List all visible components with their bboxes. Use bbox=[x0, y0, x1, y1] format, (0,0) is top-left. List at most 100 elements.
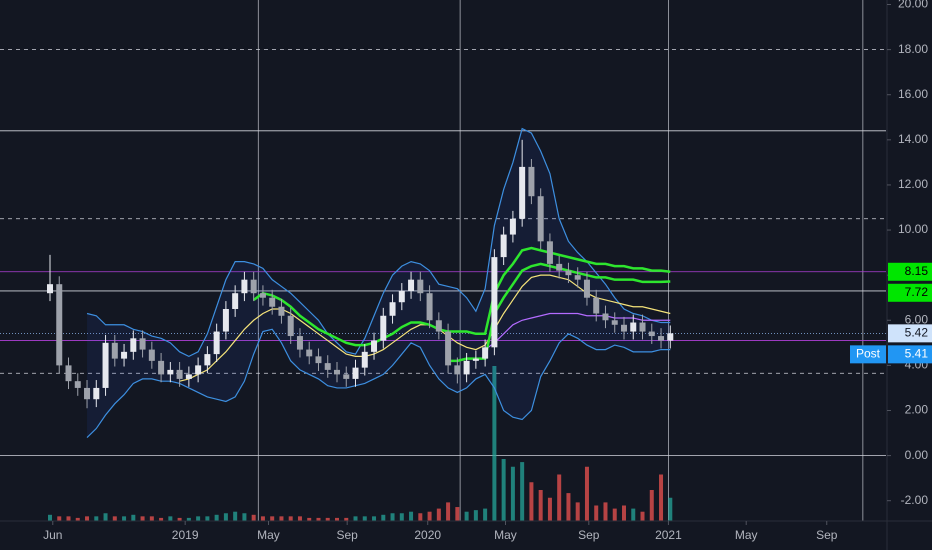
volume-bar bbox=[538, 490, 543, 521]
volume-bar bbox=[353, 516, 358, 521]
x-tick-label: Jun bbox=[43, 528, 62, 542]
overlay-line bbox=[484, 312, 671, 351]
candle-body bbox=[74, 381, 81, 388]
volume-bar bbox=[288, 516, 293, 521]
overlay-line bbox=[86, 127, 671, 358]
y-tick-label: 12.00 bbox=[898, 177, 928, 191]
candle-body bbox=[546, 241, 553, 264]
y-tick-label: 0.00 bbox=[905, 448, 929, 462]
volume-bar bbox=[131, 514, 136, 521]
volume-bar bbox=[372, 516, 377, 521]
volume-bar bbox=[85, 516, 90, 521]
volume-bar bbox=[483, 508, 488, 521]
candle-body bbox=[167, 369, 174, 375]
volume-bar bbox=[316, 517, 321, 521]
candle-body bbox=[232, 293, 239, 309]
y-tick-label: 6.00 bbox=[905, 312, 929, 326]
volume-bar bbox=[529, 482, 534, 521]
volume-bar bbox=[668, 497, 673, 521]
volume-bar bbox=[270, 516, 275, 521]
candle-body bbox=[519, 166, 526, 219]
candle-body bbox=[204, 354, 211, 366]
candle-body bbox=[556, 263, 563, 271]
x-tick-label: 2020 bbox=[414, 528, 441, 542]
price-label-box bbox=[888, 345, 932, 364]
volume-bar bbox=[640, 511, 645, 521]
candle-body bbox=[500, 234, 507, 258]
volume-bar bbox=[279, 516, 284, 521]
candle-body bbox=[509, 218, 516, 235]
candle-body bbox=[250, 279, 257, 294]
volume-bar bbox=[381, 514, 386, 521]
volume-bar bbox=[149, 516, 154, 521]
candle-body bbox=[380, 315, 387, 341]
candle-body bbox=[333, 369, 340, 375]
volume-bar bbox=[427, 511, 432, 521]
volume-bar bbox=[520, 462, 525, 521]
y-tick-label: 20.00 bbox=[898, 0, 928, 11]
y-tick-label: -2.00 bbox=[901, 493, 929, 507]
volume-bar bbox=[557, 474, 562, 521]
candle-body bbox=[528, 166, 535, 197]
volume-bar bbox=[47, 514, 52, 521]
volume-bar bbox=[649, 490, 654, 521]
candle-body bbox=[583, 279, 590, 298]
y-tick-label: 18.00 bbox=[898, 42, 928, 56]
candle-body bbox=[65, 365, 72, 382]
y-tick-label: 14.00 bbox=[898, 132, 928, 146]
volume-bar bbox=[168, 516, 173, 521]
volume-bar bbox=[446, 502, 451, 521]
volume-bar bbox=[66, 516, 71, 521]
y-tick-label: 16.00 bbox=[898, 87, 928, 101]
candle-body bbox=[426, 293, 433, 321]
candle-body bbox=[565, 270, 572, 276]
candle-body bbox=[324, 363, 331, 370]
candle-body bbox=[352, 367, 359, 379]
volume-bar bbox=[94, 516, 99, 521]
volume-bar bbox=[399, 513, 404, 521]
candle-body bbox=[306, 349, 313, 357]
candle-body bbox=[222, 308, 229, 332]
candle-body bbox=[463, 360, 470, 375]
candle-body bbox=[630, 322, 637, 332]
volume-bar bbox=[205, 516, 210, 521]
candle-body bbox=[278, 306, 285, 316]
volume-bar bbox=[612, 508, 617, 521]
candle-body bbox=[537, 196, 544, 242]
volume-bar bbox=[196, 516, 201, 521]
price-label: 5.41 bbox=[905, 347, 929, 361]
volume-bar bbox=[223, 513, 228, 521]
candle-body bbox=[648, 331, 655, 337]
volume-bar bbox=[233, 511, 238, 521]
candle-body bbox=[398, 290, 405, 303]
candle-body bbox=[111, 342, 118, 359]
candle-body bbox=[185, 374, 192, 379]
candle-body bbox=[102, 342, 109, 388]
volume-bar bbox=[251, 514, 256, 521]
x-tick-label: May bbox=[257, 528, 280, 542]
volume-bar bbox=[436, 508, 441, 521]
volume-bar bbox=[492, 366, 497, 521]
candle-body bbox=[259, 293, 266, 298]
volume-bar bbox=[409, 511, 414, 521]
candle-body bbox=[482, 347, 489, 359]
volume-bar bbox=[122, 516, 127, 521]
volume-bar bbox=[455, 507, 460, 521]
candle-body bbox=[121, 351, 128, 359]
candle-body bbox=[148, 349, 155, 361]
candle-body bbox=[343, 374, 350, 379]
candle-body bbox=[287, 315, 294, 337]
volume-bar bbox=[334, 517, 339, 521]
candle-body bbox=[574, 275, 581, 280]
volume-bar bbox=[362, 516, 367, 521]
volume-bar bbox=[297, 516, 302, 521]
candle-body bbox=[241, 279, 248, 294]
volume-bar bbox=[390, 513, 395, 521]
volume-bar bbox=[659, 474, 664, 521]
price-label-box bbox=[888, 283, 932, 302]
candle-body bbox=[139, 338, 146, 350]
candle-body bbox=[213, 331, 220, 355]
x-tick-label: May bbox=[735, 528, 758, 542]
candle-body bbox=[130, 338, 137, 352]
